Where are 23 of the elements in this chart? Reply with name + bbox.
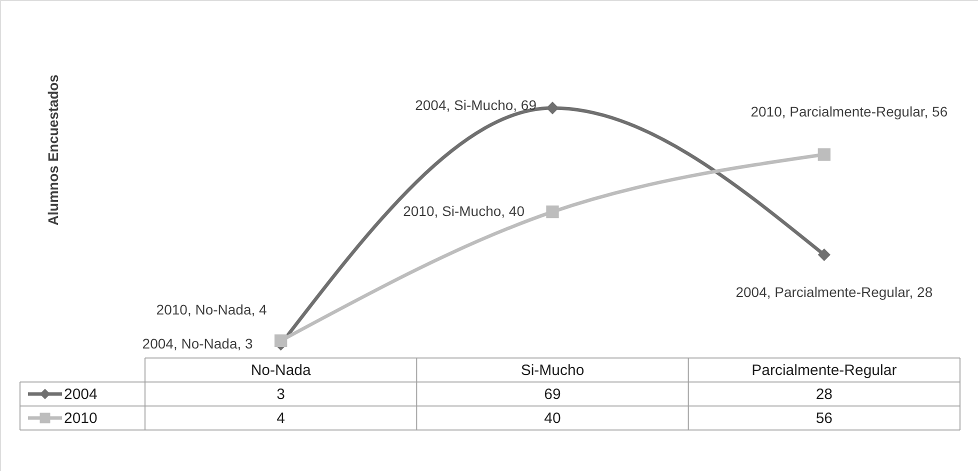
annotation: 2010, Parcialmente-Regular, 56 xyxy=(750,104,948,120)
x-tick-label: Si-Mucho xyxy=(520,362,584,379)
point xyxy=(546,205,559,218)
annotation: 2004, Si-Mucho, 69 xyxy=(415,97,537,113)
annotation: 2010, Si-Mucho, 40 xyxy=(403,202,525,219)
point xyxy=(818,148,830,161)
point xyxy=(274,334,288,348)
data-label: 3 xyxy=(276,386,286,403)
annotation: 2010, No-Nada, 4 xyxy=(156,302,268,318)
data-label: 56 xyxy=(816,410,833,427)
data-label: 28 xyxy=(816,386,833,403)
data-label: 4 xyxy=(276,410,286,427)
x-tick-label: Parcialmente-Regular xyxy=(752,362,897,379)
data-label: 69 xyxy=(544,386,561,403)
text: Alumnos Encuestados xyxy=(45,74,61,226)
legend-label: 2004 xyxy=(64,386,98,403)
annotation: 2004, No-Nada, 3 xyxy=(142,335,254,352)
point xyxy=(818,248,830,262)
data-label: 40 xyxy=(544,410,561,427)
legend-label: 2010 xyxy=(64,410,98,427)
point xyxy=(546,102,559,114)
annotation: 2004, Parcialmente-Regular, 28 xyxy=(736,284,933,300)
x-tick-label: No-Nada xyxy=(250,362,312,379)
